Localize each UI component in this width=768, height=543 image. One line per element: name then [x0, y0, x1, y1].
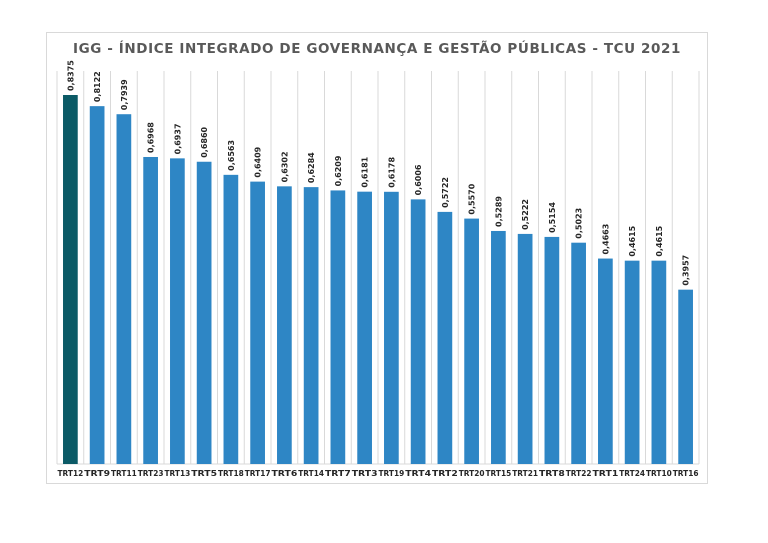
- bar-trt13: [170, 158, 185, 465]
- tick-label: TRT1: [593, 469, 619, 478]
- data-label: 0,8375: [66, 60, 75, 91]
- data-label: 0,6006: [414, 164, 423, 195]
- tick-label: TRT3: [352, 469, 378, 478]
- data-label: 0,6937: [173, 123, 182, 154]
- bar-trt23: [143, 156, 158, 464]
- tick-label: TRT14: [298, 469, 324, 478]
- tick-label: TRT5: [191, 469, 217, 478]
- bar-trt1: [598, 258, 613, 464]
- data-label: 0,5570: [468, 183, 477, 214]
- tick-label: TRT7: [325, 469, 351, 478]
- tick-label: TRT17: [245, 469, 271, 478]
- bar-trt5: [196, 161, 212, 464]
- tick-label: TRT12: [58, 469, 84, 478]
- bars: [63, 95, 693, 465]
- bar-trt22: [571, 242, 586, 464]
- bar-trt7: [330, 190, 346, 464]
- data-label: 0,5289: [494, 196, 503, 227]
- data-label: 0,7939: [120, 79, 129, 110]
- bar-trt17: [250, 181, 265, 464]
- bar-trt11: [116, 114, 132, 465]
- bar-trt15: [491, 230, 506, 464]
- data-label: 0,5722: [441, 177, 450, 208]
- tick-label: TRT20: [459, 469, 485, 478]
- data-label: 0,6860: [200, 126, 209, 157]
- tick-label: TRT24: [619, 469, 645, 478]
- bar-trt14: [303, 187, 319, 464]
- data-label: 0,6968: [147, 122, 156, 153]
- bar-trt24: [624, 260, 640, 464]
- data-label: 0,4663: [601, 224, 610, 255]
- bar-trt18: [223, 174, 239, 464]
- tick-label: TRT9: [84, 469, 110, 478]
- data-label: 0,6209: [334, 155, 343, 186]
- tick-label: TRT16: [673, 469, 699, 478]
- chart-title: IGG - ÍNDICE INTEGRADO DE GOVERNANÇA E G…: [73, 39, 681, 57]
- gridlines: [56, 71, 700, 465]
- tick-label: TRT4: [405, 469, 431, 478]
- bar-trt9: [89, 106, 105, 465]
- bar-trt8: [544, 236, 560, 464]
- data-label: 0,5154: [548, 202, 557, 233]
- data-label: 0,5222: [521, 199, 530, 230]
- data-label: 0,3957: [682, 255, 691, 286]
- bar-chart: IGG - ÍNDICE INTEGRADO DE GOVERNANÇA E G…: [56, 39, 700, 478]
- bar-trt21: [517, 233, 533, 464]
- bar-trt6: [277, 186, 292, 464]
- chart-frame: IGG - ÍNDICE INTEGRADO DE GOVERNANÇA E G…: [46, 32, 708, 484]
- bar-trt19: [384, 191, 399, 465]
- bar-trt4: [410, 199, 426, 464]
- data-labels: 0,8375 0,8122 0,7939 0,6968 0,6937 0,6860 0,65…: [66, 60, 690, 286]
- bar-trt3: [357, 191, 372, 465]
- data-label: 0,8122: [93, 71, 102, 102]
- bar-trt10: [651, 260, 667, 464]
- bar-trt12: [63, 95, 78, 464]
- tick-label: TRT13: [165, 469, 191, 478]
- data-label: 0,4615: [628, 225, 637, 256]
- tick-label: TRT23: [138, 469, 164, 478]
- tick-label: TRT21: [512, 469, 538, 478]
- tick-label: TRT19: [379, 469, 405, 478]
- tick-label: TRT11: [111, 469, 137, 478]
- data-label: 0,6409: [254, 146, 263, 177]
- bar-trt16: [678, 289, 693, 464]
- tick-label: TRT18: [218, 469, 244, 478]
- tick-label: TRT2: [432, 469, 458, 478]
- tick-label: TRT6: [272, 469, 298, 478]
- data-label: 0,6181: [361, 156, 370, 187]
- data-label: 0,6178: [387, 156, 396, 187]
- data-label: 0,6563: [227, 140, 236, 171]
- data-label: 0,6284: [307, 152, 316, 183]
- data-label: 0,5023: [575, 208, 584, 239]
- category-axis: TRT12 TRT9 TRT11 TRT23 TRT13 TRT5 TRT18 TRT17 TR…: [58, 469, 699, 478]
- tick-label: TRT8: [539, 469, 565, 478]
- bar-trt20: [464, 218, 479, 464]
- data-label: 0,4615: [655, 225, 664, 256]
- tick-label: TRT10: [646, 469, 672, 478]
- tick-label: TRT22: [566, 469, 592, 478]
- data-label: 0,6302: [280, 151, 289, 182]
- bar-trt2: [437, 211, 453, 464]
- tick-label: TRT15: [486, 469, 512, 478]
